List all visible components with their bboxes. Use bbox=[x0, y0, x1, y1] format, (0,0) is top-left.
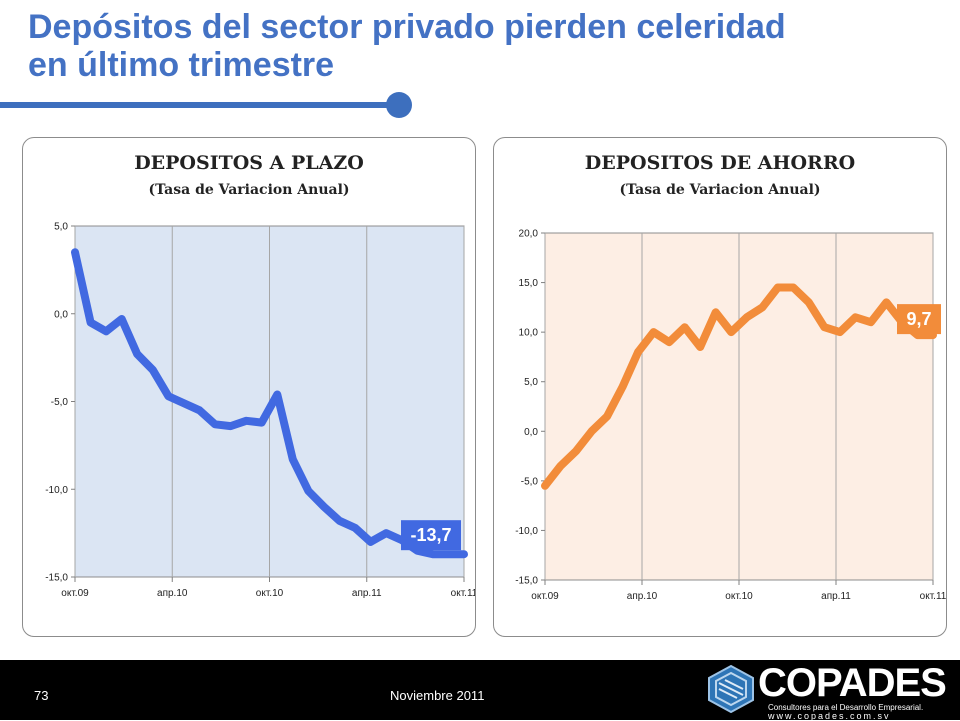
plazo-data-point bbox=[120, 317, 124, 321]
ahorro-data-point bbox=[807, 300, 811, 304]
ahorro-data-point bbox=[667, 340, 671, 344]
ahorro-last-value-box bbox=[897, 304, 941, 335]
ahorro-y-tick-label: -15,0 bbox=[515, 576, 538, 587]
ahorro-data-point bbox=[838, 330, 842, 334]
plazo-data-point bbox=[197, 408, 201, 412]
logo-name: COPADES bbox=[758, 661, 947, 705]
ahorro-data-point bbox=[822, 325, 826, 329]
logo-tagline: Consultores para el Desarrollo Empresari… bbox=[768, 703, 924, 712]
slide-title-line2: en último trimestre bbox=[28, 46, 335, 84]
plazo-x-tick-label: окт.11 bbox=[451, 588, 475, 599]
plazo-data-point bbox=[275, 392, 279, 396]
chart-panel-ahorro: DEPOSITOS DE AHORRO (Tasa de Variacion A… bbox=[493, 137, 947, 637]
ahorro-data-point bbox=[543, 484, 547, 488]
copades-logo-icon bbox=[708, 664, 754, 713]
plazo-data-point bbox=[446, 552, 450, 556]
ahorro-data-point bbox=[791, 286, 795, 290]
plazo-data-point bbox=[229, 424, 233, 428]
plazo-data-point bbox=[338, 519, 342, 523]
ahorro-data-point bbox=[760, 305, 764, 309]
plazo-data-point bbox=[89, 321, 93, 325]
plazo-data-point bbox=[244, 419, 248, 423]
ahorro-last-value-label: 9,7 bbox=[906, 309, 931, 329]
footer-bar bbox=[0, 660, 960, 720]
plazo-y-tick-label: -10,0 bbox=[45, 485, 68, 496]
slide-title: Depósitos del sector privado pierden cel… bbox=[28, 8, 928, 84]
plazo-data-point bbox=[462, 552, 466, 556]
ahorro-data-point bbox=[853, 315, 857, 319]
plazo-series-line bbox=[71, 248, 468, 559]
ahorro-data-point bbox=[574, 449, 578, 453]
plazo-last-value-label: -13,7 bbox=[410, 525, 451, 545]
plazo-data-point bbox=[151, 368, 155, 372]
ahorro-data-point bbox=[714, 310, 718, 314]
ahorro-y-tick-label: 10,0 bbox=[519, 328, 539, 339]
chart-subtitle-plazo: (Tasa de Variacion Anual) bbox=[148, 182, 350, 198]
ahorro-data-point bbox=[559, 464, 563, 468]
ahorro-data-point bbox=[884, 300, 888, 304]
footer-date: Noviembre 2011 bbox=[390, 688, 485, 703]
plazo-x-tick-label: апр.10 bbox=[157, 588, 188, 599]
plazo-data-point bbox=[384, 531, 388, 535]
plazo-x-tick-label: апр.11 bbox=[352, 588, 382, 599]
chart-title-plazo: DEPOSITOS A PLAZO bbox=[134, 152, 364, 174]
plazo-x-tick-label: окт.09 bbox=[61, 588, 89, 599]
plazo-data-point bbox=[182, 401, 186, 405]
chart-subtitle-ahorro: (Tasa de Variacion Anual) bbox=[619, 182, 821, 198]
chart-title-ahorro: DEPOSITOS DE AHORRO bbox=[584, 152, 856, 174]
ahorro-data-point bbox=[931, 333, 935, 337]
plazo-data-point bbox=[353, 526, 357, 530]
plazo-y-tick-label: 5,0 bbox=[54, 222, 68, 233]
plazo-y-tick-label: -15,0 bbox=[45, 573, 68, 584]
ahorro-y-tick-label: -10,0 bbox=[515, 526, 538, 537]
ahorro-data-point bbox=[915, 333, 919, 337]
plazo-data-point bbox=[73, 250, 77, 254]
ahorro-x-tick-label: окт.11 bbox=[920, 591, 946, 602]
title-accent-line bbox=[0, 102, 400, 108]
logo-url: www.copades.com.sv bbox=[768, 711, 891, 721]
plazo-data-point bbox=[369, 540, 373, 544]
chart-ahorro: окт.09 апр.10 окт.10 апр.11 окт.11 20,0 15,0 10… bbox=[515, 229, 946, 603]
plazo-data-point bbox=[213, 422, 217, 426]
ahorro-y-tick-label: 15,0 bbox=[519, 278, 539, 289]
plazo-data-point bbox=[166, 394, 170, 398]
ahorro-x-tick-label: окт.09 bbox=[531, 591, 559, 602]
ahorro-data-point bbox=[683, 325, 687, 329]
chart-panel-plazo: DEPOSITOS A PLAZO (Tasa de Variacion Anu… bbox=[22, 137, 476, 637]
plazo-data-point bbox=[291, 457, 295, 461]
ahorro-x-tick-label: апр.10 bbox=[627, 591, 658, 602]
ahorro-series-line bbox=[541, 283, 937, 490]
plazo-last-value-box bbox=[401, 520, 461, 551]
plazo-y-tick-label: -5,0 bbox=[51, 397, 69, 408]
page-number: 73 bbox=[34, 688, 49, 703]
ahorro-data-point bbox=[698, 345, 702, 349]
plazo-y-tick-label: 0,0 bbox=[54, 309, 68, 320]
ahorro-data-point bbox=[776, 286, 780, 290]
ahorro-data-point bbox=[621, 385, 625, 389]
ahorro-data-point bbox=[605, 414, 609, 418]
ahorro-data-point bbox=[869, 320, 873, 324]
title-accent-dot bbox=[386, 92, 412, 118]
ahorro-x-tick-label: окт.10 bbox=[725, 591, 753, 602]
slide-title-line1: Depósitos del sector privado pierden cel… bbox=[28, 8, 786, 46]
ahorro-y-tick-label: 5,0 bbox=[524, 377, 538, 388]
plazo-data-point bbox=[431, 552, 435, 556]
plazo-data-point bbox=[104, 329, 108, 333]
ahorro-data-point bbox=[745, 315, 749, 319]
plazo-data-point bbox=[260, 421, 264, 425]
ahorro-y-tick-label: 0,0 bbox=[524, 427, 538, 438]
ahorro-y-tick-label: 20,0 bbox=[519, 229, 539, 240]
plazo-x-tick-label: окт.10 bbox=[256, 588, 284, 599]
plazo-data-point bbox=[306, 489, 310, 493]
chart-plazo: окт.09 апр.10 окт.10 апр.11 окт.11 5,0 0,0 -5,0… bbox=[45, 222, 475, 600]
plazo-data-point bbox=[322, 505, 326, 509]
ahorro-data-point bbox=[636, 350, 640, 354]
ahorro-x-tick-label: апр.11 bbox=[821, 591, 851, 602]
ahorro-y-tick-label: -5,0 bbox=[521, 476, 539, 487]
ahorro-data-point bbox=[590, 429, 594, 433]
plazo-data-point bbox=[135, 352, 139, 356]
ahorro-data-point bbox=[729, 330, 733, 334]
copades-logo: COPADES Consultores para el Desarrollo E… bbox=[706, 661, 960, 721]
ahorro-data-point bbox=[652, 330, 656, 334]
